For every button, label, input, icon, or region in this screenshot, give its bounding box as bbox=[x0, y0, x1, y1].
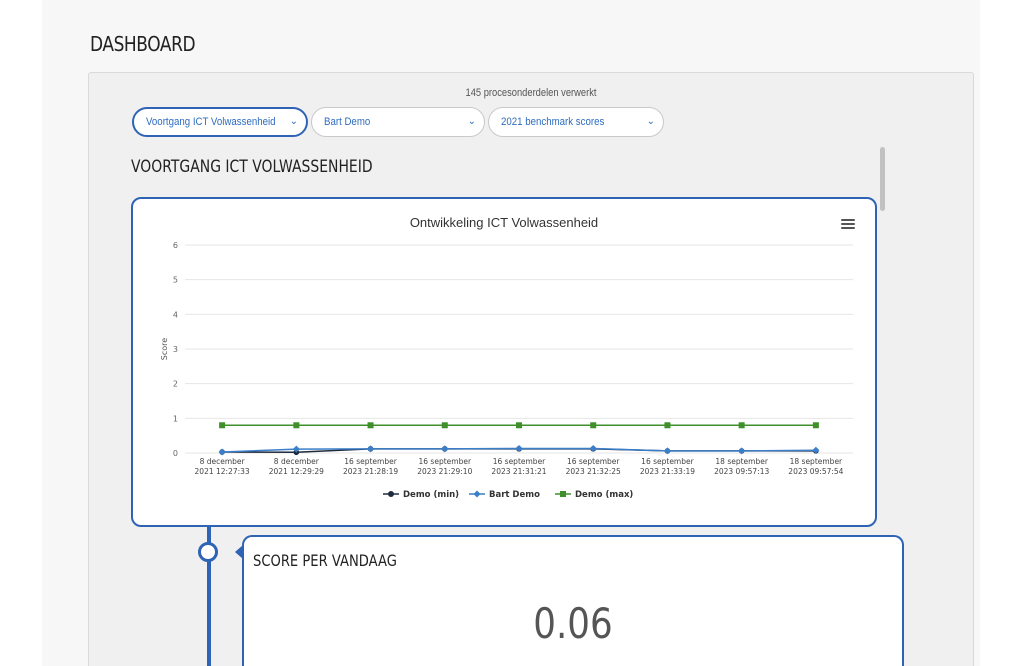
legend-label: Demo (min) bbox=[403, 490, 459, 500]
page-title: DASHBOARD bbox=[90, 32, 196, 56]
category-select-value: Voortgang ICT Volwassenheid bbox=[146, 116, 276, 128]
x-tick-label: 18 september bbox=[790, 457, 843, 466]
data-point bbox=[516, 422, 522, 429]
data-point bbox=[590, 422, 597, 429]
hamburger-menu-icon[interactable] bbox=[841, 219, 855, 230]
organisation-select-value: Bart Demo bbox=[324, 116, 371, 128]
legend-marker bbox=[473, 490, 481, 498]
x-tick-label: 2021 12:29:29 bbox=[269, 467, 324, 476]
data-point bbox=[812, 446, 820, 454]
x-tick-label: 16 september bbox=[567, 457, 620, 466]
processed-count-text: 145 procesonderdelen verwerkt bbox=[465, 87, 597, 99]
y-tick-label: 5 bbox=[173, 276, 178, 285]
section-title: VOORTGANG ICT VOLWASSENHEID bbox=[131, 157, 373, 177]
legend-marker bbox=[388, 491, 394, 497]
data-point bbox=[812, 422, 819, 429]
legend-label: Bart Demo bbox=[489, 490, 540, 500]
data-point bbox=[219, 422, 226, 429]
x-tick-label: 16 september bbox=[493, 457, 546, 466]
y-tick-label: 3 bbox=[173, 345, 178, 354]
data-point bbox=[738, 447, 746, 455]
data-point bbox=[663, 447, 671, 455]
chevron-down-icon: ⌄ bbox=[646, 116, 655, 127]
scrollbar-thumb[interactable] bbox=[880, 147, 885, 211]
benchmark-select-value: 2021 benchmark scores bbox=[501, 116, 605, 128]
card-pointer-arrow bbox=[235, 545, 243, 559]
dashboard-panel: 145 procesonderdelen verwerkt Voortgang … bbox=[88, 72, 974, 666]
legend-marker bbox=[560, 491, 566, 497]
y-tick-label: 4 bbox=[173, 310, 178, 319]
legend-label: Demo (max) bbox=[575, 490, 633, 500]
x-tick-label: 16 september bbox=[641, 457, 694, 466]
data-point bbox=[367, 422, 374, 429]
score-card: SCORE PER VANDAAG 0.06 bbox=[242, 535, 904, 666]
dashboard-page: DASHBOARD 145 procesonderdelen verwerkt … bbox=[42, 0, 980, 666]
x-tick-label: 2023 09:57:13 bbox=[714, 467, 769, 476]
data-point bbox=[441, 445, 449, 453]
data-point bbox=[292, 445, 300, 453]
y-tick-label: 0 bbox=[173, 449, 178, 458]
data-point bbox=[589, 444, 597, 452]
x-tick-label: 2023 09:57:54 bbox=[788, 467, 843, 476]
chevron-down-icon: ⌄ bbox=[467, 116, 476, 127]
y-tick-label: 2 bbox=[173, 380, 178, 389]
x-tick-label: 2023 21:33:19 bbox=[640, 467, 695, 476]
benchmark-select[interactable]: 2021 benchmark scores ⌄ bbox=[488, 107, 664, 137]
x-tick-label: 2023 21:31:21 bbox=[491, 467, 546, 476]
timeline-node-icon bbox=[198, 542, 218, 562]
x-tick-label: 8 december bbox=[274, 457, 320, 466]
x-tick-label: 2023 21:32:25 bbox=[566, 467, 621, 476]
x-tick-label: 16 september bbox=[344, 457, 397, 466]
score-value: 0.06 bbox=[533, 599, 613, 648]
data-point bbox=[664, 422, 671, 429]
x-tick-label: 2023 21:28:19 bbox=[343, 467, 398, 476]
data-point bbox=[293, 422, 300, 429]
chart-card: 0 1 2 3 4 5 6 Score 8 december 2021 12:27:33 8 dec… bbox=[131, 197, 877, 527]
x-tick-label: 8 december bbox=[200, 457, 246, 466]
category-select[interactable]: Voortgang ICT Volwassenheid ⌄ bbox=[132, 107, 308, 137]
organisation-select[interactable]: Bart Demo ⌄ bbox=[311, 107, 485, 137]
y-tick-label: 1 bbox=[173, 414, 178, 423]
data-point bbox=[738, 422, 745, 429]
data-point bbox=[441, 422, 448, 429]
x-tick-label: 16 september bbox=[419, 457, 472, 466]
chevron-down-icon: ⌄ bbox=[289, 116, 298, 127]
data-point bbox=[367, 445, 375, 453]
data-point bbox=[515, 444, 523, 452]
score-card-title: SCORE PER VANDAAG bbox=[253, 551, 397, 570]
x-tick-label: 18 september bbox=[715, 457, 768, 466]
data-point bbox=[218, 448, 226, 456]
x-tick-label: 2023 21:29:10 bbox=[417, 467, 472, 476]
y-axis-label: Score bbox=[160, 338, 169, 360]
y-tick-label: 6 bbox=[173, 241, 178, 250]
timeline-line bbox=[207, 527, 211, 666]
chart-title: Ontwikkeling ICT Volwassenheid bbox=[409, 215, 599, 230]
x-tick-label: 2021 12:27:33 bbox=[195, 467, 250, 476]
